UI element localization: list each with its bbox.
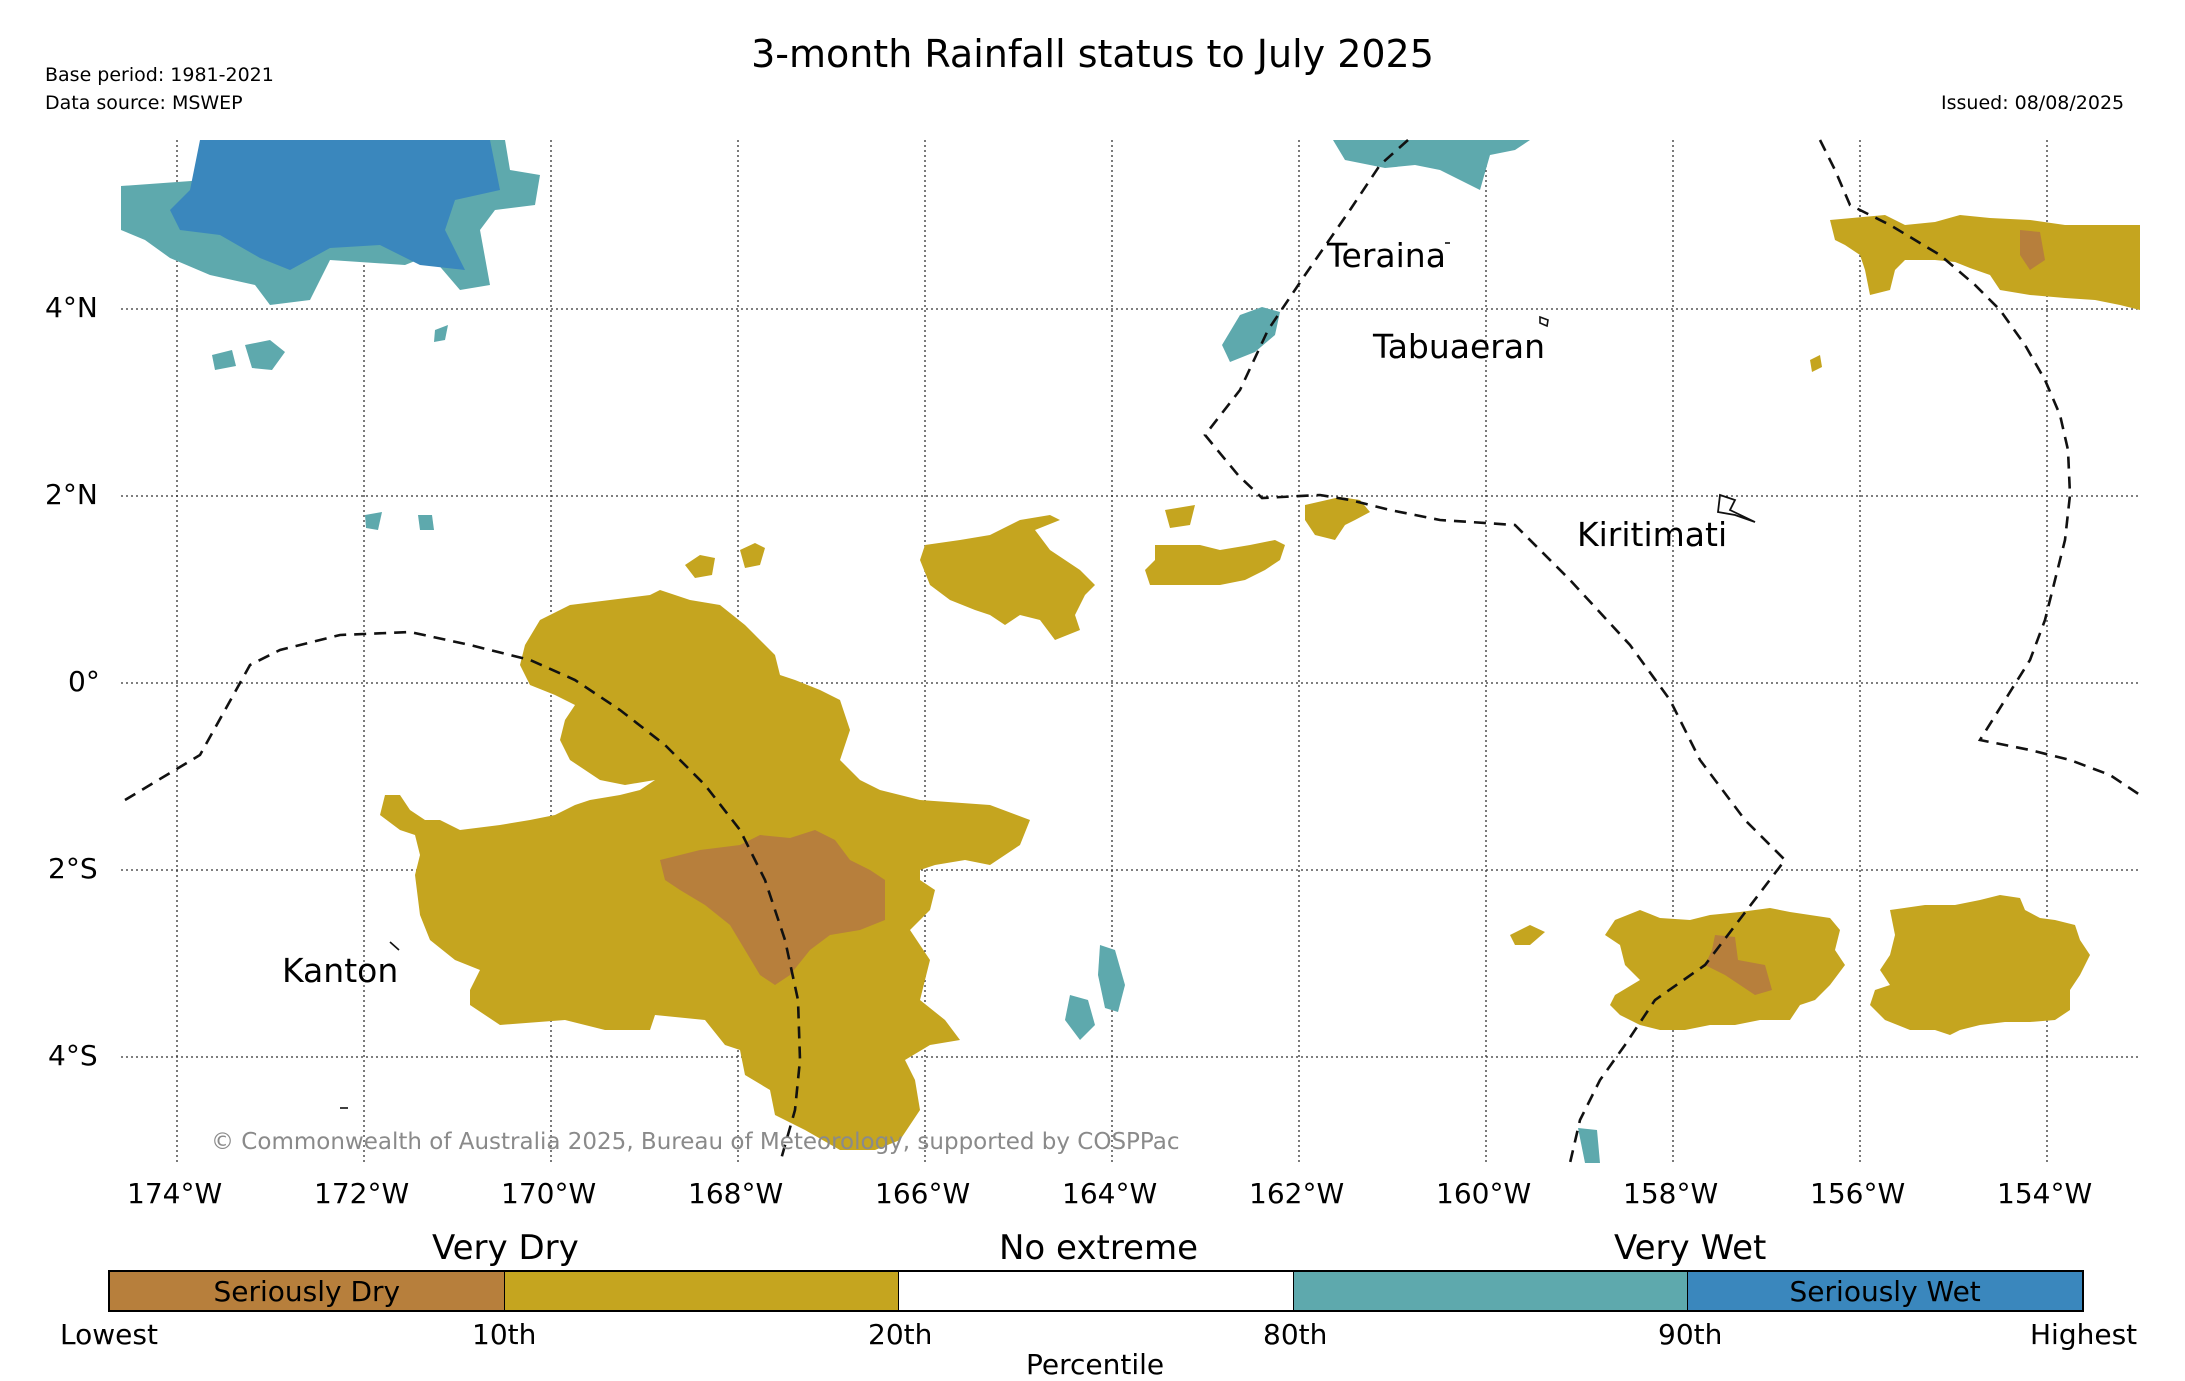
place-kiritimati: Kiritimati [1577,515,1728,554]
eez-boundaries [124,139,2141,1164]
issued-date: Issued: 08/08/2025 [1941,92,2125,114]
legend-tick-highest: Highest [2030,1318,2138,1351]
legend-header-no-extreme: No extreme [999,1228,1199,1268]
lon-label-162w: 162°W [1249,1177,1345,1210]
legend-tick-80th: 80th [1263,1318,1328,1351]
data-source: Data source: MSWEP [45,92,243,114]
lon-label-164w: 164°W [1062,1177,1158,1210]
lon-label-154w: 154°W [1997,1177,2093,1210]
colorbar: Seriously Dry Seriously Wet [108,1270,2084,1312]
tabuaeran-outline [1539,315,1549,328]
lat-label-4n: 4°N [45,291,98,324]
legend-tick-10th: 10th [472,1318,537,1351]
legend-axis-title: Percentile [1026,1348,1165,1381]
place-teraina: Teraina [1327,236,1446,275]
map-title: 3-month Rainfall status to July 2025 [751,32,1434,76]
colorbar-label-seriously-dry: Seriously Dry [213,1274,401,1308]
colorbar-bin-seriously-wet: Seriously Wet [1688,1272,2082,1310]
grid-lines [121,140,2140,1163]
legend-tick-lowest: Lowest [60,1318,158,1351]
lon-label-170w: 170°W [501,1177,597,1210]
lat-label-0: 0° [68,665,100,698]
map-frame [121,140,2140,1163]
legend-tick-90th: 90th [1658,1318,1723,1351]
lat-label-4s: 4°S [48,1039,98,1072]
legend-tick-20th: 20th [868,1318,933,1351]
lon-label-174w: 174°W [127,1177,223,1210]
place-kanton: Kanton [282,951,399,990]
seriously-dry-region [660,830,885,985]
colorbar-bin-very-dry [504,1272,900,1310]
lon-label-158w: 158°W [1623,1177,1719,1210]
colorbar-bin-no-extreme [899,1272,1294,1310]
seriously-wet-region [170,140,500,270]
legend-header-very-dry: Very Dry [432,1228,579,1268]
lon-label-166w: 166°W [875,1177,971,1210]
kiritimati-outline [1717,493,1756,523]
place-tabuaeran: Tabuaeran [1373,327,1546,366]
legend-header-very-wet: Very Wet [1614,1228,1767,1268]
copyright-notice: © Commonwealth of Australia 2025, Bureau… [211,1129,1180,1155]
lon-label-156w: 156°W [1810,1177,1906,1210]
lon-label-160w: 160°W [1436,1177,1532,1210]
lon-label-172w: 172°W [314,1177,410,1210]
lat-label-2s: 2°S [48,852,98,885]
colorbar-label-seriously-wet: Seriously Wet [1789,1274,1981,1308]
lat-label-2n: 2°N [45,478,98,511]
base-period: Base period: 1981-2021 [45,64,274,86]
colorbar-bin-very-wet [1293,1272,1689,1310]
lon-label-168w: 168°W [688,1177,784,1210]
colorbar-bin-seriously-dry: Seriously Dry [110,1272,505,1310]
